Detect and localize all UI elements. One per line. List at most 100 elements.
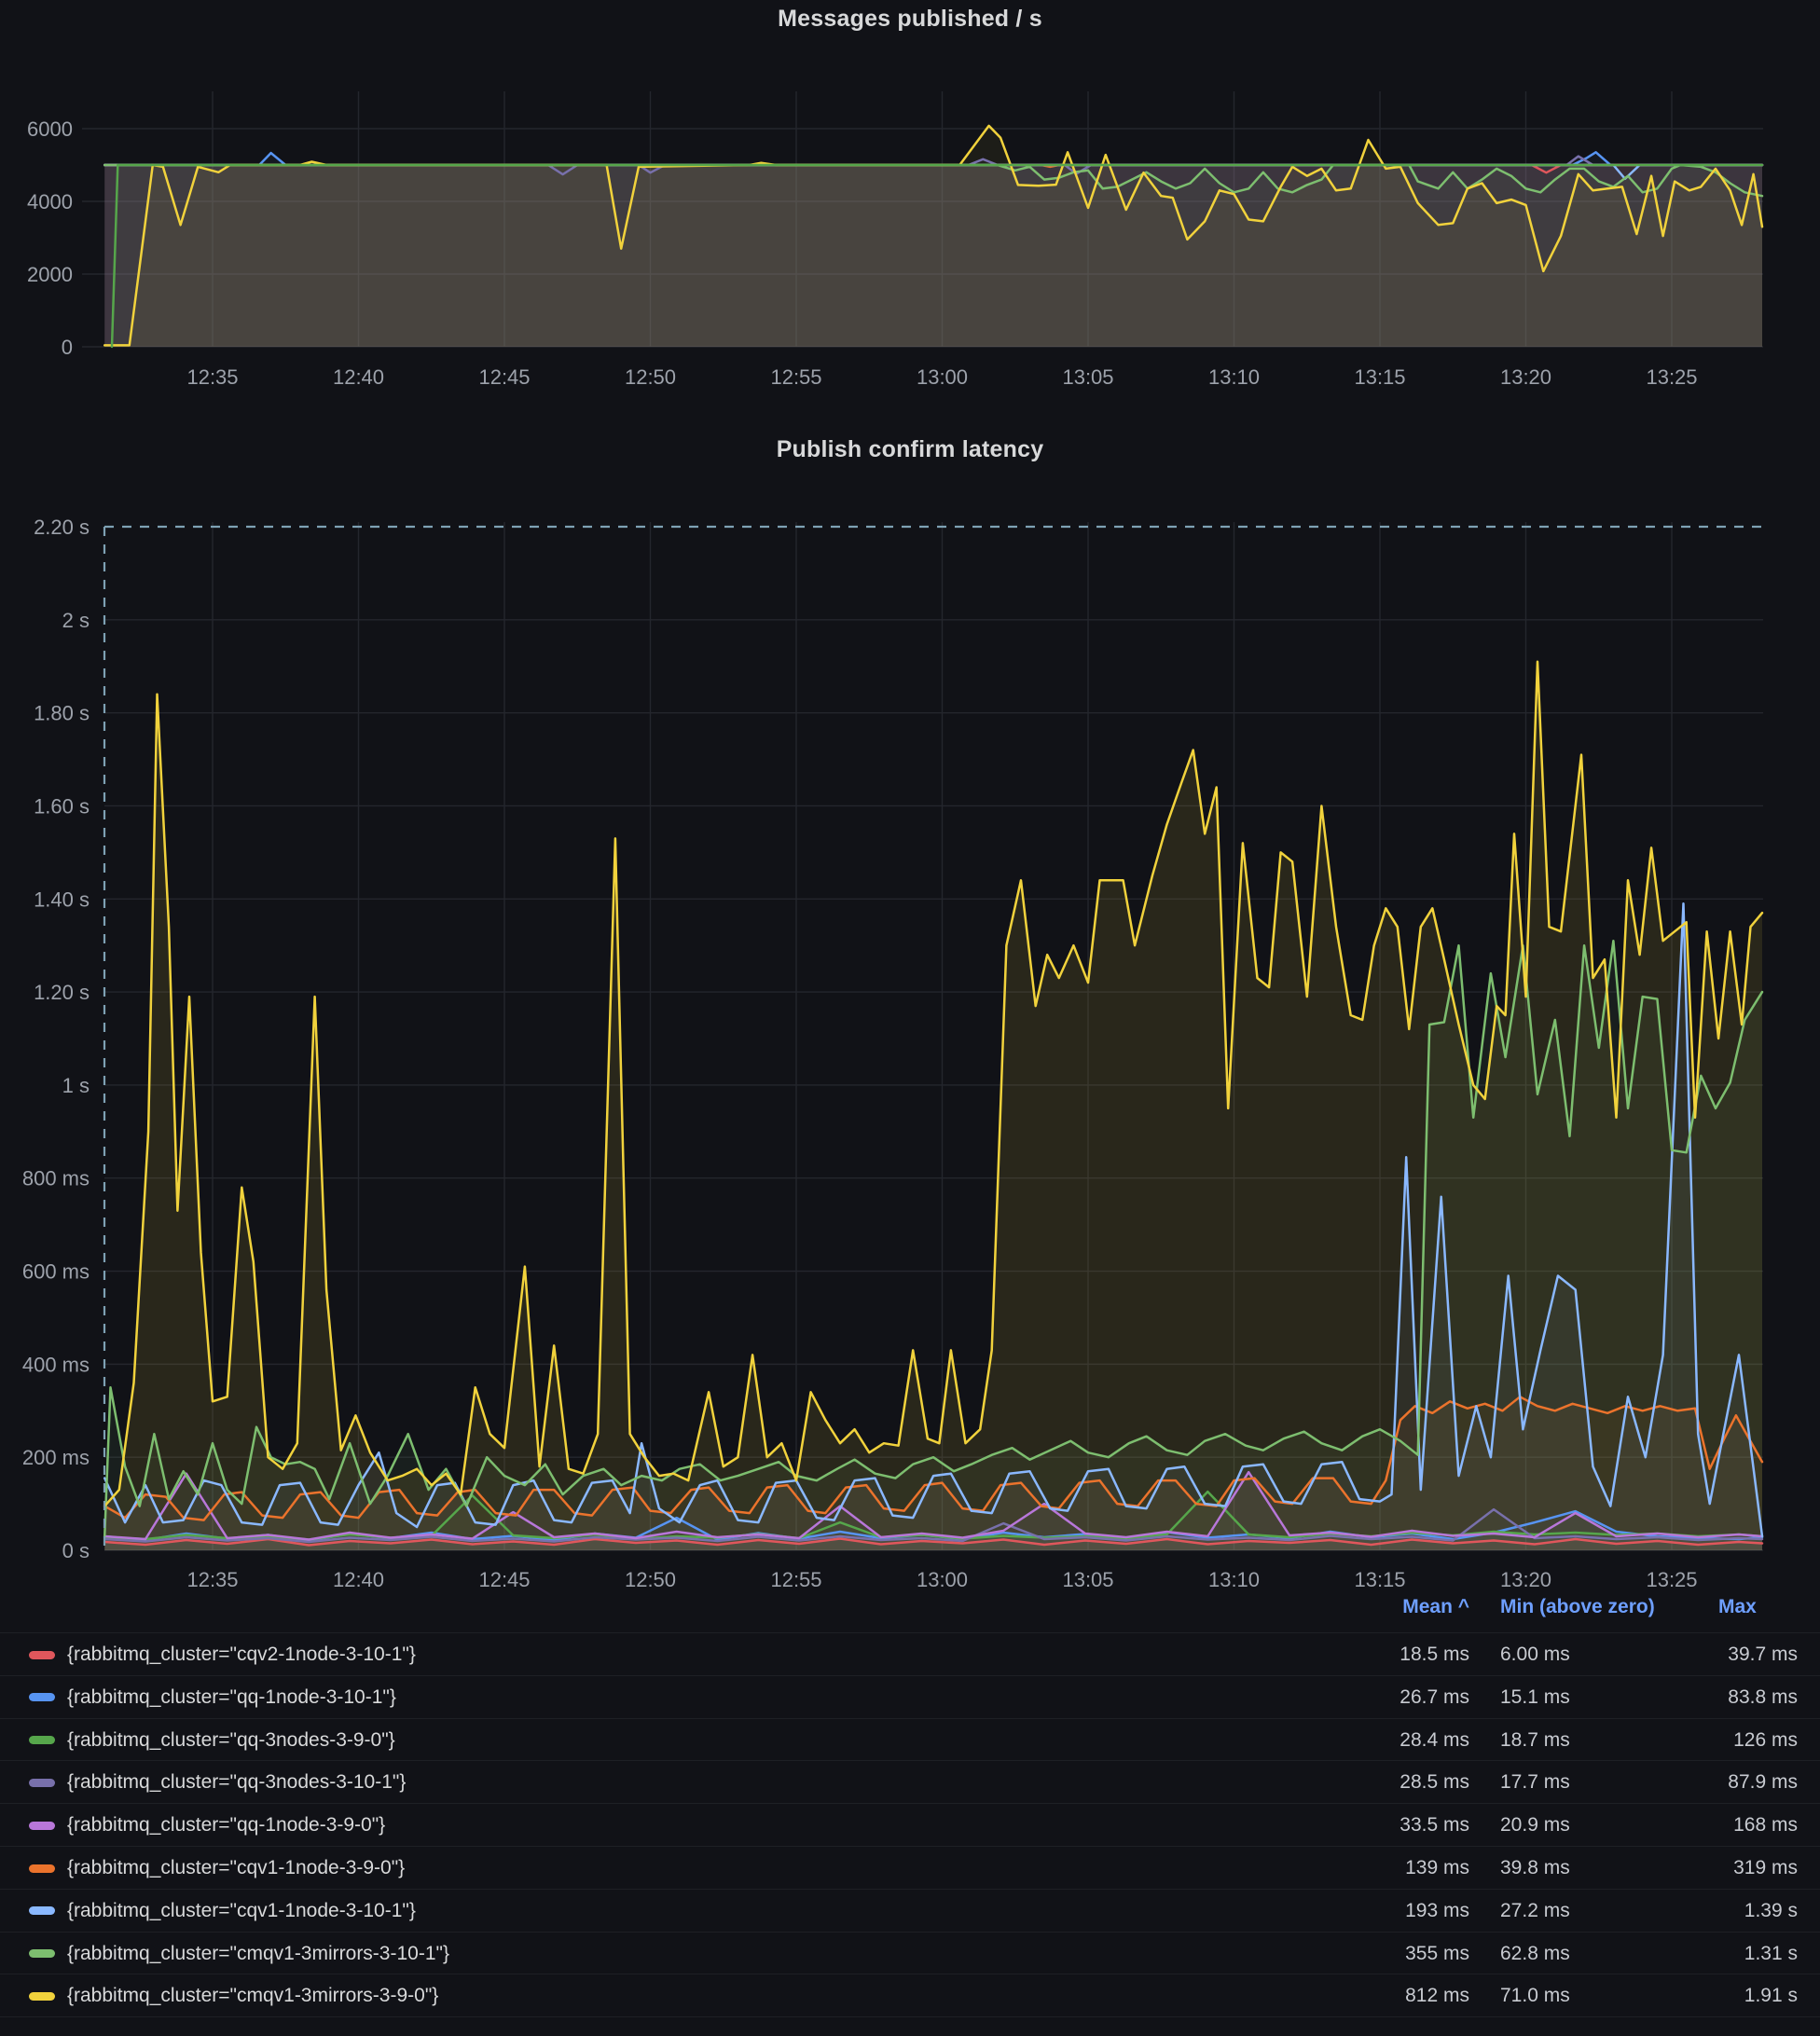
series-area-4 — [104, 165, 1763, 347]
legend-header-max[interactable]: Max — [1718, 1596, 1757, 1617]
y-tick-label: 2000 — [27, 263, 73, 286]
y-tick-label: 800 ms — [22, 1167, 90, 1190]
panel-title-messages-published[interactable]: Messages published / s — [778, 6, 1042, 32]
legend-series-label[interactable]: {rabbitmq_cluster="cqv1-1node-3-10-1"} — [67, 1899, 416, 1921]
series-area-2 — [112, 165, 1762, 347]
legend-row[interactable]: {rabbitmq_cluster="cqv1-1node-3-9-0"} 139… — [0, 1846, 1820, 1890]
x-tick-label: 13:10 — [1208, 365, 1260, 389]
legend-mean-value: 139 ms — [1405, 1857, 1469, 1878]
legend-max-value: 39.7 ms — [1728, 1644, 1798, 1665]
series-color-swatch — [29, 1778, 55, 1787]
series-line-1 — [103, 151, 1764, 167]
panel-title-publish-confirm-latency[interactable]: Publish confirm latency — [776, 436, 1044, 462]
legend-max-value: 1.31 s — [1744, 1942, 1798, 1964]
legend-row[interactable]: {rabbitmq_cluster="cmqv1-3mirrors-3-9-0"… — [0, 1974, 1820, 2017]
legend-min-value: 15.1 ms — [1500, 1685, 1570, 1708]
x-tick-label: 13:20 — [1500, 365, 1551, 389]
legend-mean-value: 28.4 ms — [1399, 1728, 1469, 1751]
series-line-7 — [103, 939, 1764, 1538]
legend-header-mean[interactable]: Mean ^ — [1402, 1596, 1469, 1617]
series-line-2 — [110, 163, 1764, 349]
legend-series-label[interactable]: {rabbitmq_cluster="qq-3nodes-3-9-0"} — [67, 1728, 395, 1751]
x-tick-label: 12:35 — [186, 365, 238, 389]
legend-max-value: 1.91 s — [1744, 1985, 1798, 2007]
legend-series-label[interactable]: {rabbitmq_cluster="qq-1node-3-9-0"} — [67, 1814, 386, 1837]
x-tick-label: 12:45 — [478, 365, 530, 389]
legend-series-label[interactable]: {rabbitmq_cluster="qq-3nodes-3-10-1"} — [67, 1771, 407, 1794]
legend-max-value: 126 ms — [1733, 1728, 1798, 1751]
y-tick-label: 0 s — [62, 1539, 90, 1562]
y-tick-label: 1.20 s — [34, 981, 90, 1004]
series-color-swatch — [29, 1693, 55, 1702]
series-line-3 — [103, 155, 1764, 176]
x-tick-label: 12:35 — [186, 1568, 238, 1591]
x-tick-label: 13:15 — [1354, 1568, 1405, 1591]
y-tick-label: 4000 — [27, 190, 73, 213]
series-line-4 — [103, 1470, 1764, 1541]
series-line-8 — [103, 124, 1764, 347]
x-tick-label: 12:55 — [770, 365, 821, 389]
legend-series-label[interactable]: {rabbitmq_cluster="cmqv1-3mirrors-3-10-1… — [67, 1942, 449, 1964]
series-color-swatch — [29, 1650, 55, 1659]
y-tick-label: 6000 — [27, 117, 73, 141]
x-tick-label: 13:00 — [917, 1568, 968, 1591]
series-area-0 — [104, 165, 1763, 347]
series-line-0 — [103, 1537, 1764, 1547]
series-color-swatch — [29, 1991, 55, 2001]
legend-row[interactable]: {rabbitmq_cluster="qq-1node-3-9-0"} 33.5 … — [0, 1803, 1820, 1847]
x-tick-label: 12:50 — [625, 1568, 676, 1591]
series-area-5 — [104, 165, 1763, 347]
timeseries-charts-canvas[interactable]: 0 2000 4000 6000 12:35 12:40 12:45 12:50 12:55 13… — [0, 0, 1820, 1596]
y-tick-label: 200 ms — [22, 1446, 90, 1469]
x-tick-label: 13:00 — [917, 365, 968, 389]
legend-min-value: 71.0 ms — [1500, 1985, 1570, 2007]
y-tick-label: 2.20 s — [34, 516, 90, 539]
legend-min-value: 20.9 ms — [1500, 1814, 1570, 1837]
legend-max-value: 83.8 ms — [1728, 1685, 1798, 1708]
legend-max-value: 319 ms — [1733, 1857, 1798, 1878]
legend-series-label[interactable]: {rabbitmq_cluster="qq-1node-3-10-1"} — [67, 1685, 396, 1708]
legend-bottom-separator — [0, 2016, 1820, 2018]
y-tick-label: 400 ms — [22, 1353, 90, 1376]
series-color-swatch — [29, 1949, 55, 1959]
x-tick-label: 12:45 — [478, 1568, 530, 1591]
chart-0: 0 2000 4000 6000 12:35 12:40 12:45 12:50 12:55 13… — [27, 91, 1764, 389]
series-line-6 — [103, 902, 1764, 1538]
legend-mean-value: 18.5 ms — [1399, 1644, 1469, 1665]
series-area-1 — [104, 1511, 1763, 1550]
y-tick-label: 1 s — [62, 1074, 90, 1097]
legend-row[interactable]: {rabbitmq_cluster="qq-3nodes-3-9-0"} 28.4… — [0, 1717, 1820, 1762]
series-area-4 — [104, 1472, 1763, 1550]
x-tick-label: 13:20 — [1500, 1568, 1551, 1591]
series-line-5 — [103, 1396, 1764, 1521]
legend-min-value: 62.8 ms — [1500, 1942, 1570, 1964]
series-area-8 — [104, 661, 1763, 1550]
x-tick-label: 12:50 — [625, 365, 676, 389]
series-color-swatch — [29, 1906, 55, 1916]
x-tick-label: 12:55 — [770, 1568, 821, 1591]
series-area-3 — [104, 156, 1763, 347]
legend-row[interactable]: {rabbitmq_cluster="cmqv1-3mirrors-3-10-1… — [0, 1931, 1820, 1975]
legend-row[interactable]: {rabbitmq_cluster="qq-1node-3-10-1"} 26.7… — [0, 1674, 1820, 1719]
series-color-swatch — [29, 1821, 55, 1830]
y-tick-label: 600 ms — [22, 1260, 90, 1284]
legend-max-value: 1.39 s — [1744, 1899, 1798, 1921]
y-tick-label: 1.40 s — [34, 887, 90, 911]
legend-max-value: 168 ms — [1733, 1814, 1798, 1837]
legend-row[interactable]: {rabbitmq_cluster="qq-3nodes-3-10-1"} 28.… — [0, 1760, 1820, 1804]
legend-mean-value: 33.5 ms — [1399, 1814, 1469, 1837]
legend-row[interactable]: {rabbitmq_cluster="cqv1-1node-3-10-1"} 19… — [0, 1888, 1820, 1933]
legend-series-label[interactable]: {rabbitmq_cluster="cqv1-1node-3-9-0"} — [67, 1857, 406, 1878]
x-tick-label: 13:05 — [1062, 1568, 1113, 1591]
x-tick-label: 13:10 — [1208, 1568, 1260, 1591]
y-tick-label: 1.60 s — [34, 794, 90, 818]
legend-series-label[interactable]: {rabbitmq_cluster="cmqv1-3mirrors-3-9-0"… — [67, 1985, 439, 2007]
legend-header-min[interactable]: Min (above zero) — [1500, 1596, 1655, 1617]
legend-series-label[interactable]: {rabbitmq_cluster="cqv2-1node-3-10-1"} — [67, 1644, 416, 1665]
legend-mean-value: 193 ms — [1405, 1899, 1469, 1921]
legend-row[interactable]: {rabbitmq_cluster="cqv2-1node-3-10-1"} 18… — [0, 1632, 1820, 1676]
legend-min-value: 18.7 ms — [1500, 1728, 1570, 1751]
legend-min-value: 6.00 ms — [1500, 1644, 1570, 1665]
